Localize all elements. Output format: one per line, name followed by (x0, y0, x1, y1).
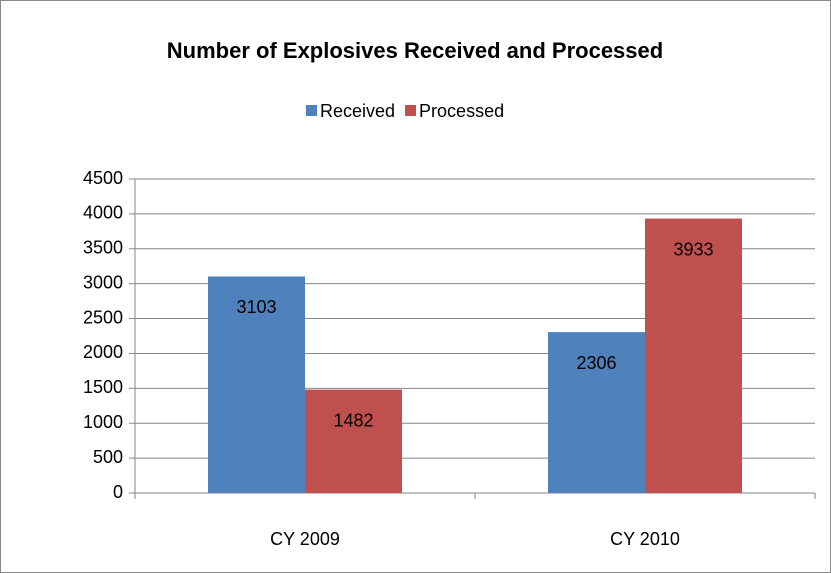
y-tick-label: 4500 (83, 168, 123, 188)
bar (645, 218, 742, 493)
bar (548, 332, 645, 493)
data-label: 2306 (576, 353, 616, 373)
data-label: 3103 (236, 297, 276, 317)
y-tick-label: 0 (113, 482, 123, 502)
legend-swatch (405, 105, 417, 116)
data-label: 3933 (673, 239, 713, 259)
data-label: 1482 (333, 410, 373, 430)
legend-label: Received (320, 101, 395, 121)
bar (208, 276, 305, 493)
y-tick-label: 500 (93, 447, 123, 467)
legend-swatch (306, 105, 317, 116)
legend-label: Processed (419, 101, 504, 121)
y-tick-label: 3500 (83, 238, 123, 258)
x-tick-label: CY 2009 (270, 529, 340, 549)
chart-title: Number of Explosives Received and Proces… (167, 38, 663, 63)
bar (305, 389, 402, 493)
x-tick-label: CY 2010 (610, 529, 680, 549)
y-tick-label: 3000 (83, 272, 123, 292)
y-tick-label: 2000 (83, 342, 123, 362)
y-tick-label: 4000 (83, 203, 123, 223)
y-tick-label: 1500 (83, 377, 123, 397)
y-tick-label: 2500 (83, 307, 123, 327)
y-tick-label: 1000 (83, 412, 123, 432)
